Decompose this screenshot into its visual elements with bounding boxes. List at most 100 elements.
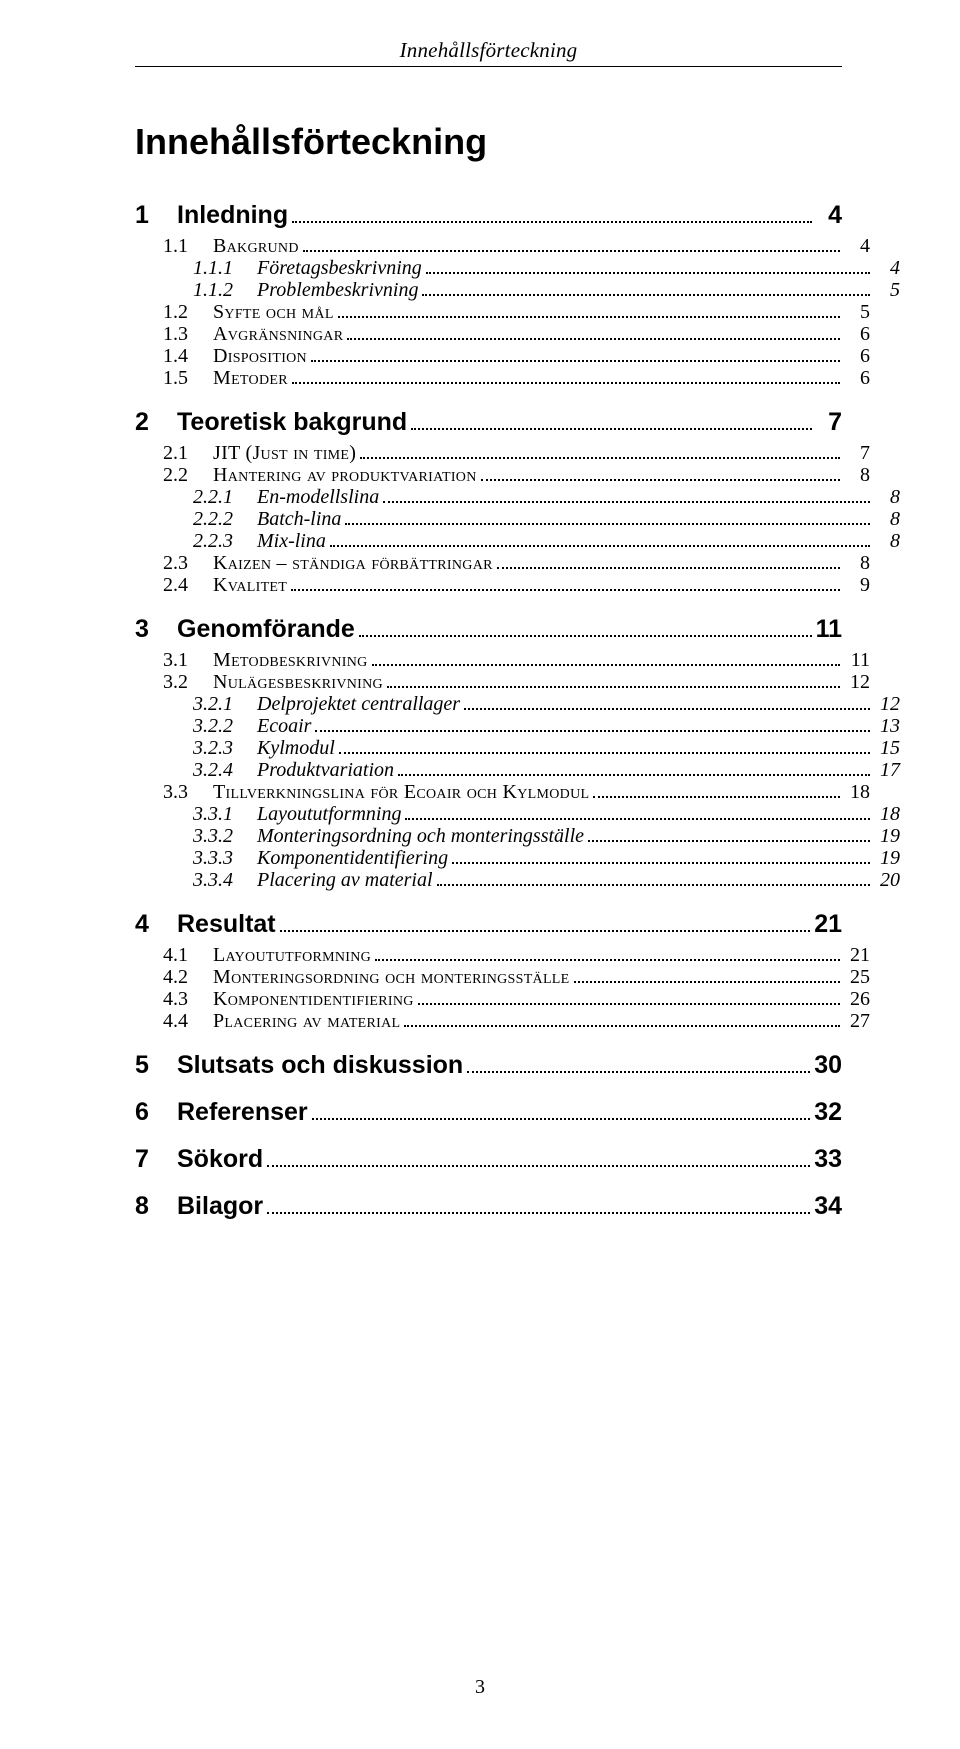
toc-entry-number: 1 xyxy=(135,203,177,228)
toc-entry-page: 5 xyxy=(874,280,900,300)
toc-entry-label: Kvalitet xyxy=(213,575,287,595)
toc-entry-page: 32 xyxy=(814,1100,842,1125)
toc-entry-number: 3.3 xyxy=(163,782,213,802)
toc-entry: 3.3Tillverkningslina för Ecoair och Kylm… xyxy=(163,782,870,802)
toc-entry: 3.2.3Kylmodul15 xyxy=(193,738,900,758)
toc-entry: 3.3.3Komponentidentifiering19 xyxy=(193,848,900,868)
toc-entry-label: Inledning xyxy=(177,203,288,228)
toc-entry: 7Sökord33 xyxy=(135,1147,842,1172)
toc-leader xyxy=(267,1195,810,1215)
toc-entry-number: 6 xyxy=(135,1100,177,1125)
toc-entry-page: 15 xyxy=(874,738,900,758)
toc-leader xyxy=(312,1101,811,1121)
toc-entry-number: 2.2.3 xyxy=(193,531,257,551)
toc-entry: 3Genomförande11 xyxy=(135,617,842,642)
toc-entry-page: 18 xyxy=(844,782,870,802)
toc-entry-number: 3.2.2 xyxy=(193,716,257,736)
toc-leader xyxy=(338,302,840,318)
toc-leader xyxy=(347,324,840,340)
toc-leader xyxy=(467,1054,810,1074)
toc-entry-page: 19 xyxy=(874,848,900,868)
toc-entry-label: Slutsats och diskussion xyxy=(177,1053,463,1078)
toc-leader xyxy=(387,672,840,688)
toc-entry-page: 7 xyxy=(844,443,870,463)
page-number: 3 xyxy=(0,1676,960,1699)
toc-entry-label: Placering av material xyxy=(213,1011,400,1031)
toc-entry: 2.2.3Mix-lina8 xyxy=(193,531,900,551)
toc-leader xyxy=(345,509,870,525)
toc-entry-page: 33 xyxy=(814,1147,842,1172)
toc-entry-label: Problembeskrivning xyxy=(257,280,418,300)
toc-entry-page: 21 xyxy=(844,945,870,965)
toc-entry-label: En-modellslina xyxy=(257,487,379,507)
toc-entry-number: 3.2.1 xyxy=(193,694,257,714)
toc-entry-number: 3.3.1 xyxy=(193,804,257,824)
toc-leader xyxy=(372,650,840,666)
toc-entry: 1.1.2Problembeskrivning5 xyxy=(193,280,900,300)
toc-entry: 2.4Kvalitet9 xyxy=(163,575,870,595)
toc-entry-label: Teoretisk bakgrund xyxy=(177,410,407,435)
toc-entry-number: 5 xyxy=(135,1053,177,1078)
toc-entry-label: Avgränsningar xyxy=(213,324,343,344)
toc-entry-number: 3.2.4 xyxy=(193,760,257,780)
toc-leader xyxy=(437,870,870,886)
toc-entry-page: 6 xyxy=(844,346,870,366)
toc-entry: 3.1Metodbeskrivning11 xyxy=(163,650,870,670)
toc-entry-label: JIT (Just in time) xyxy=(213,443,356,463)
toc-entry: 3.2Nulägesbeskrivning12 xyxy=(163,672,870,692)
toc-entry-number: 1.2 xyxy=(163,302,213,322)
toc-entry-label: Monteringsordning och monteringsställe xyxy=(213,967,570,987)
table-of-contents: 1Inledning41.1Bakgrund41.1.1Företagsbesk… xyxy=(135,203,842,1219)
toc-entry-label: Genomförande xyxy=(177,617,355,642)
toc-leader xyxy=(360,443,840,459)
toc-entry: 5Slutsats och diskussion30 xyxy=(135,1053,842,1078)
toc-leader xyxy=(497,553,840,569)
toc-entry-number: 3.2.3 xyxy=(193,738,257,758)
toc-entry-number: 1.5 xyxy=(163,368,213,388)
toc-entry-number: 8 xyxy=(135,1194,177,1219)
toc-entry-page: 34 xyxy=(814,1194,842,1219)
toc-entry: 4.3Komponentidentifiering26 xyxy=(163,989,870,1009)
toc-entry-page: 26 xyxy=(844,989,870,1009)
toc-entry-page: 4 xyxy=(874,258,900,278)
toc-entry-number: 3.3.4 xyxy=(193,870,257,890)
toc-leader xyxy=(383,487,870,503)
toc-entry-label: Mix-lina xyxy=(257,531,326,551)
toc-entry: 2.2Hantering av produktvariation8 xyxy=(163,465,870,485)
toc-entry-label: Layoututformning xyxy=(213,945,371,965)
toc-entry-page: 11 xyxy=(816,617,842,642)
toc-entry: 1Inledning4 xyxy=(135,203,842,228)
toc-leader xyxy=(481,465,840,481)
toc-entry-number: 1.4 xyxy=(163,346,213,366)
toc-entry-number: 2.3 xyxy=(163,553,213,573)
toc-entry-label: Komponentidentifiering xyxy=(257,848,448,868)
toc-entry-label: Produktvariation xyxy=(257,760,394,780)
toc-entry-label: Monteringsordning och monteringsställe xyxy=(257,826,584,846)
toc-entry-page: 13 xyxy=(874,716,900,736)
toc-leader xyxy=(292,368,840,384)
toc-entry: 4Resultat21 xyxy=(135,912,842,937)
toc-entry-label: Resultat xyxy=(177,912,276,937)
toc-leader xyxy=(418,989,840,1005)
toc-entry-page: 19 xyxy=(874,826,900,846)
toc-entry-label: Tillverkningslina för Ecoair och Kylmodu… xyxy=(213,782,589,802)
toc-entry: 4.1Layoututformning21 xyxy=(163,945,870,965)
toc-entry-page: 8 xyxy=(844,553,870,573)
toc-leader xyxy=(404,1011,840,1027)
toc-entry-label: Referenser xyxy=(177,1100,308,1125)
toc-leader xyxy=(405,804,870,820)
toc-entry-number: 7 xyxy=(135,1147,177,1172)
toc-entry-label: Placering av material xyxy=(257,870,433,890)
toc-entry-page: 8 xyxy=(844,465,870,485)
toc-entry-number: 2.2 xyxy=(163,465,213,485)
toc-entry-label: Layoututformning xyxy=(257,804,401,824)
toc-entry: 2.2.1En-modellslina8 xyxy=(193,487,900,507)
toc-entry-page: 12 xyxy=(874,694,900,714)
toc-entry-label: Syfte och mål xyxy=(213,302,334,322)
toc-leader xyxy=(315,716,870,732)
toc-entry-label: Metodbeskrivning xyxy=(213,650,368,670)
toc-entry-page: 21 xyxy=(814,912,842,937)
toc-entry: 3.2.1Delprojektet centrallager12 xyxy=(193,694,900,714)
toc-entry-page: 17 xyxy=(874,760,900,780)
toc-entry-page: 20 xyxy=(874,870,900,890)
